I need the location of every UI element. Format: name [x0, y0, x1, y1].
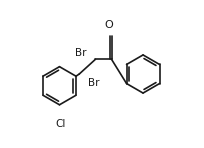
Text: O: O — [105, 20, 113, 30]
Text: Br: Br — [88, 78, 100, 88]
Text: Br: Br — [75, 48, 87, 58]
Text: Cl: Cl — [55, 119, 65, 129]
